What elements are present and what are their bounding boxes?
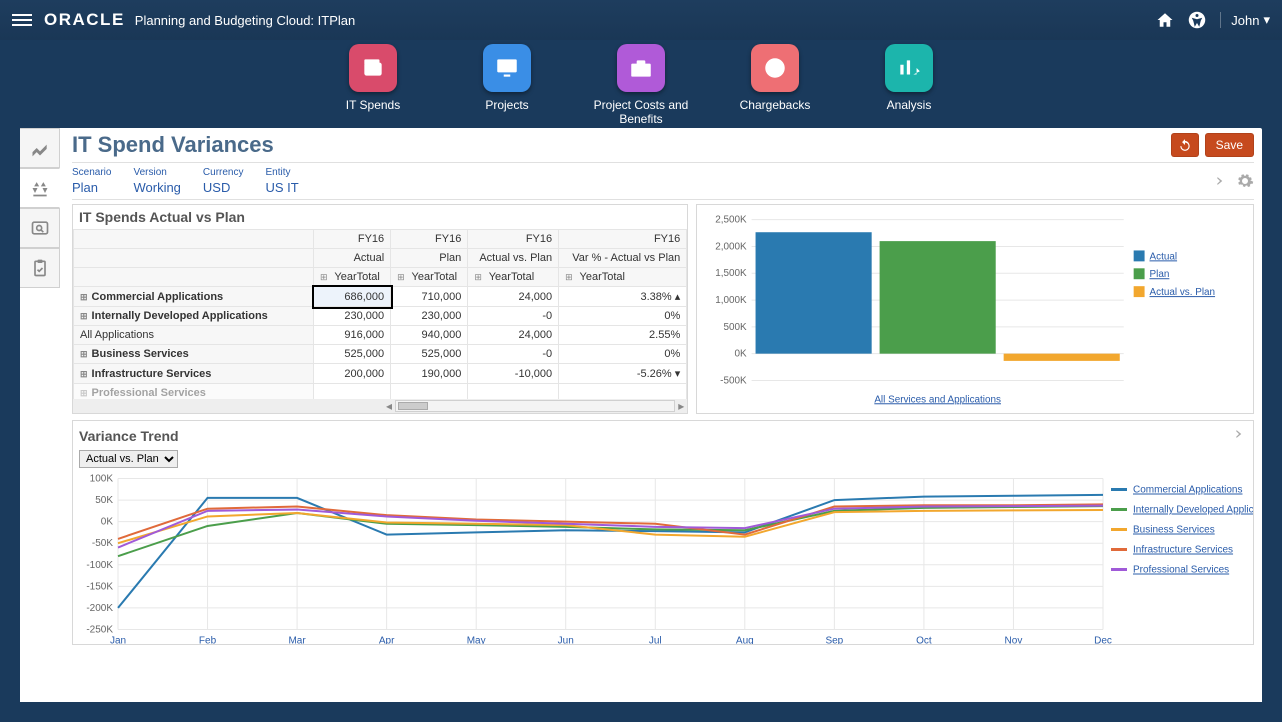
pov-currency[interactable]: CurrencyUSD: [203, 167, 244, 195]
settings-icon[interactable]: [1236, 172, 1254, 190]
svg-text:-50K: -50K: [92, 538, 113, 549]
goto-icon[interactable]: [1208, 172, 1226, 190]
user-name: John: [1231, 13, 1259, 28]
bar-Plan[interactable]: [880, 241, 996, 354]
bar-chart-panel: -500K 0K 500K 1,000K 1,500K 2,000K 2,500K Actua…: [696, 204, 1254, 414]
nav-tile-it-spends[interactable]: IT Spends: [325, 44, 421, 127]
svg-text:50K: 50K: [95, 495, 113, 506]
page-title: IT Spend Variances: [72, 132, 274, 158]
svg-text:Jul: Jul: [649, 636, 662, 646]
svg-text:500K: 500K: [724, 322, 748, 333]
nav-tile-project-costs-and-benefits[interactable]: Project Costs and Benefits: [593, 44, 689, 127]
legend-item[interactable]: Professional Services: [1133, 565, 1229, 576]
legend-item[interactable]: Business Services: [1133, 525, 1215, 536]
svg-text:-100K: -100K: [86, 560, 113, 571]
legend-item[interactable]: Commercial Applications: [1133, 485, 1243, 496]
series-Professional Services[interactable]: [118, 506, 1103, 548]
table-row[interactable]: ⊞Internally Developed Applications230,00…: [74, 307, 687, 326]
svg-text:-150K: -150K: [86, 581, 113, 592]
table-horizontal-scrollbar[interactable]: ◂ ▸: [73, 399, 687, 413]
menu-button[interactable]: [12, 11, 32, 29]
nav-tile-projects[interactable]: Projects: [459, 44, 555, 127]
svg-text:Jun: Jun: [558, 636, 574, 646]
svg-text:100K: 100K: [90, 474, 114, 485]
series-Business Services[interactable]: [118, 510, 1103, 543]
svg-text:-500K: -500K: [720, 375, 747, 386]
variance-trend-panel: Variance Trend Actual vs. Plan -250K -200…: [72, 420, 1254, 645]
bar-Actual[interactable]: [756, 232, 872, 353]
accessibility-icon[interactable]: [1188, 11, 1206, 29]
table-row[interactable]: ⊞Infrastructure Services200,000190,000-1…: [74, 364, 687, 384]
pov-entity[interactable]: EntityUS IT: [266, 167, 299, 195]
spends-table-panel: IT Spends Actual vs Plan FY16FY16FY16FY1…: [72, 204, 688, 414]
goto-icon[interactable]: [1227, 425, 1245, 443]
trend-measure-select[interactable]: Actual vs. Plan: [79, 450, 178, 468]
table-row[interactable]: All Applications916,000940,00024,0002.55…: [74, 326, 687, 345]
nav-tile-analysis[interactable]: Analysis: [861, 44, 957, 127]
app-title: Planning and Budgeting Cloud: ITPlan: [135, 13, 355, 28]
svg-text:Oct: Oct: [916, 636, 932, 646]
svg-text:0K: 0K: [101, 517, 114, 528]
trend-title: Variance Trend: [73, 424, 185, 448]
svg-text:1,000K: 1,000K: [715, 295, 747, 306]
legend-item[interactable]: Actual vs. Plan: [1150, 287, 1216, 298]
side-tab-search[interactable]: [20, 208, 60, 248]
nav-tile-chargebacks[interactable]: Chargebacks: [727, 44, 823, 127]
svg-text:Jan: Jan: [110, 636, 126, 646]
svg-text:-250K: -250K: [86, 625, 113, 636]
table-row[interactable]: ⊞Professional Services: [74, 384, 687, 400]
svg-text:0K: 0K: [735, 349, 748, 360]
svg-text:Apr: Apr: [379, 636, 395, 646]
table-row[interactable]: ⊞Commercial Applications686,000710,00024…: [74, 287, 687, 307]
svg-text:Nov: Nov: [1005, 636, 1023, 646]
legend-item[interactable]: Plan: [1150, 269, 1170, 280]
bar-Actual vs. Plan[interactable]: [1004, 354, 1120, 361]
svg-text:Feb: Feb: [199, 636, 217, 646]
side-tab-balance[interactable]: [20, 168, 60, 208]
table-title: IT Spends Actual vs Plan: [73, 205, 687, 229]
refresh-button[interactable]: [1171, 133, 1199, 157]
legend-item[interactable]: Infrastructure Services: [1133, 545, 1233, 556]
side-tab-clipboard[interactable]: [20, 248, 60, 288]
home-icon[interactable]: [1156, 11, 1174, 29]
pov-version[interactable]: VersionWorking: [133, 167, 180, 195]
series-Commercial Applications[interactable]: [118, 495, 1103, 608]
svg-text:1,500K: 1,500K: [715, 268, 747, 279]
pov-scenario[interactable]: ScenarioPlan: [72, 167, 111, 195]
svg-text:May: May: [467, 636, 486, 646]
variance-table[interactable]: FY16FY16FY16FY16ActualPlanActual vs. Pla…: [73, 229, 687, 399]
table-row[interactable]: ⊞Business Services525,000525,000-00%: [74, 345, 687, 364]
legend-item[interactable]: Actual: [1150, 251, 1178, 262]
svg-text:2,500K: 2,500K: [715, 215, 747, 226]
brand-logo: ORACLE: [44, 10, 125, 30]
svg-text:-200K: -200K: [86, 603, 113, 614]
save-button[interactable]: Save: [1205, 133, 1254, 157]
bar-chart-xlabel[interactable]: All Services and Applications: [875, 394, 1002, 405]
chevron-down-icon: ▾: [1263, 12, 1270, 28]
side-tab-chart[interactable]: [20, 128, 60, 168]
svg-text:Mar: Mar: [288, 636, 306, 646]
svg-text:Sep: Sep: [825, 636, 843, 646]
svg-text:Aug: Aug: [736, 636, 754, 646]
svg-text:Dec: Dec: [1094, 636, 1112, 646]
svg-text:2,000K: 2,000K: [715, 241, 747, 252]
user-menu[interactable]: John ▾: [1220, 12, 1270, 28]
legend-item[interactable]: Internally Developed Applications: [1133, 505, 1253, 516]
